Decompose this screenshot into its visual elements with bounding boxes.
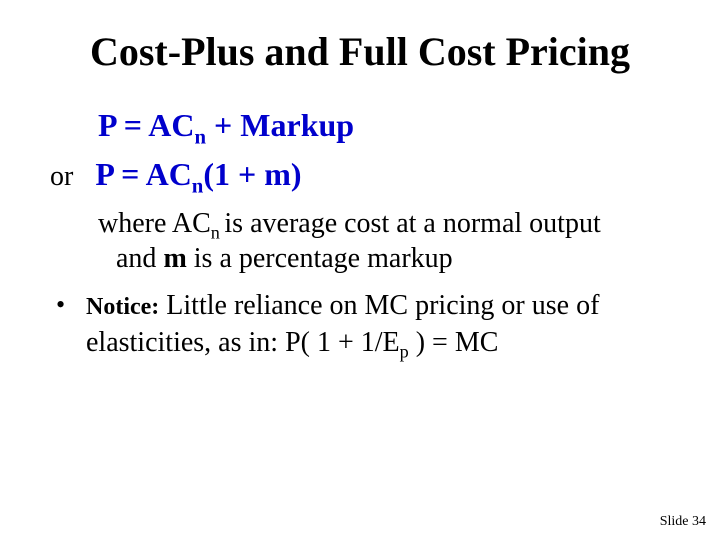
explain-a: where AC (98, 208, 211, 239)
notice-label: Notice: (86, 294, 159, 320)
explain-line2a: and (116, 243, 163, 274)
equation-2-line: or P = ACn(1 + m) (50, 153, 670, 196)
slide-title: Cost-Plus and Full Cost Pricing (50, 30, 670, 74)
explain-b: is average cost at a normal output (224, 208, 600, 239)
eq1-prefix: P = AC (98, 107, 194, 143)
slide-number: Slide 34 (660, 514, 706, 530)
bullet-item: • Notice: Little reliance on MC pricing … (50, 288, 670, 361)
eq2-prefix: P = AC (95, 156, 191, 192)
notice-body-1: Little reliance on MC pricing or use of … (86, 290, 599, 357)
notice-body-2: ) = MC (409, 327, 499, 358)
explanation-line-1: where ACn is average cost at a normal ou… (50, 206, 670, 241)
slide: Cost-Plus and Full Cost Pricing P = ACn … (0, 0, 720, 540)
notice-sub: p (400, 341, 409, 361)
or-label: or (50, 161, 73, 192)
explain-m: m (163, 243, 186, 274)
explain-sub: n (211, 223, 225, 243)
explain-line2b: is a percentage markup (187, 243, 453, 274)
eq1-subscript: n (194, 125, 206, 148)
bullet-body: Notice: Little reliance on MC pricing or… (86, 288, 670, 361)
eq1-suffix: + Markup (206, 107, 354, 143)
bullet-icon: • (50, 288, 86, 322)
explanation-line-2: and m is a percentage markup (50, 241, 670, 276)
eq2-subscript: n (192, 175, 204, 198)
equation-2: P = ACn(1 + m) (81, 156, 301, 192)
eq2-suffix: (1 + m) (203, 156, 301, 192)
equation-1: P = ACn + Markup (50, 104, 670, 147)
